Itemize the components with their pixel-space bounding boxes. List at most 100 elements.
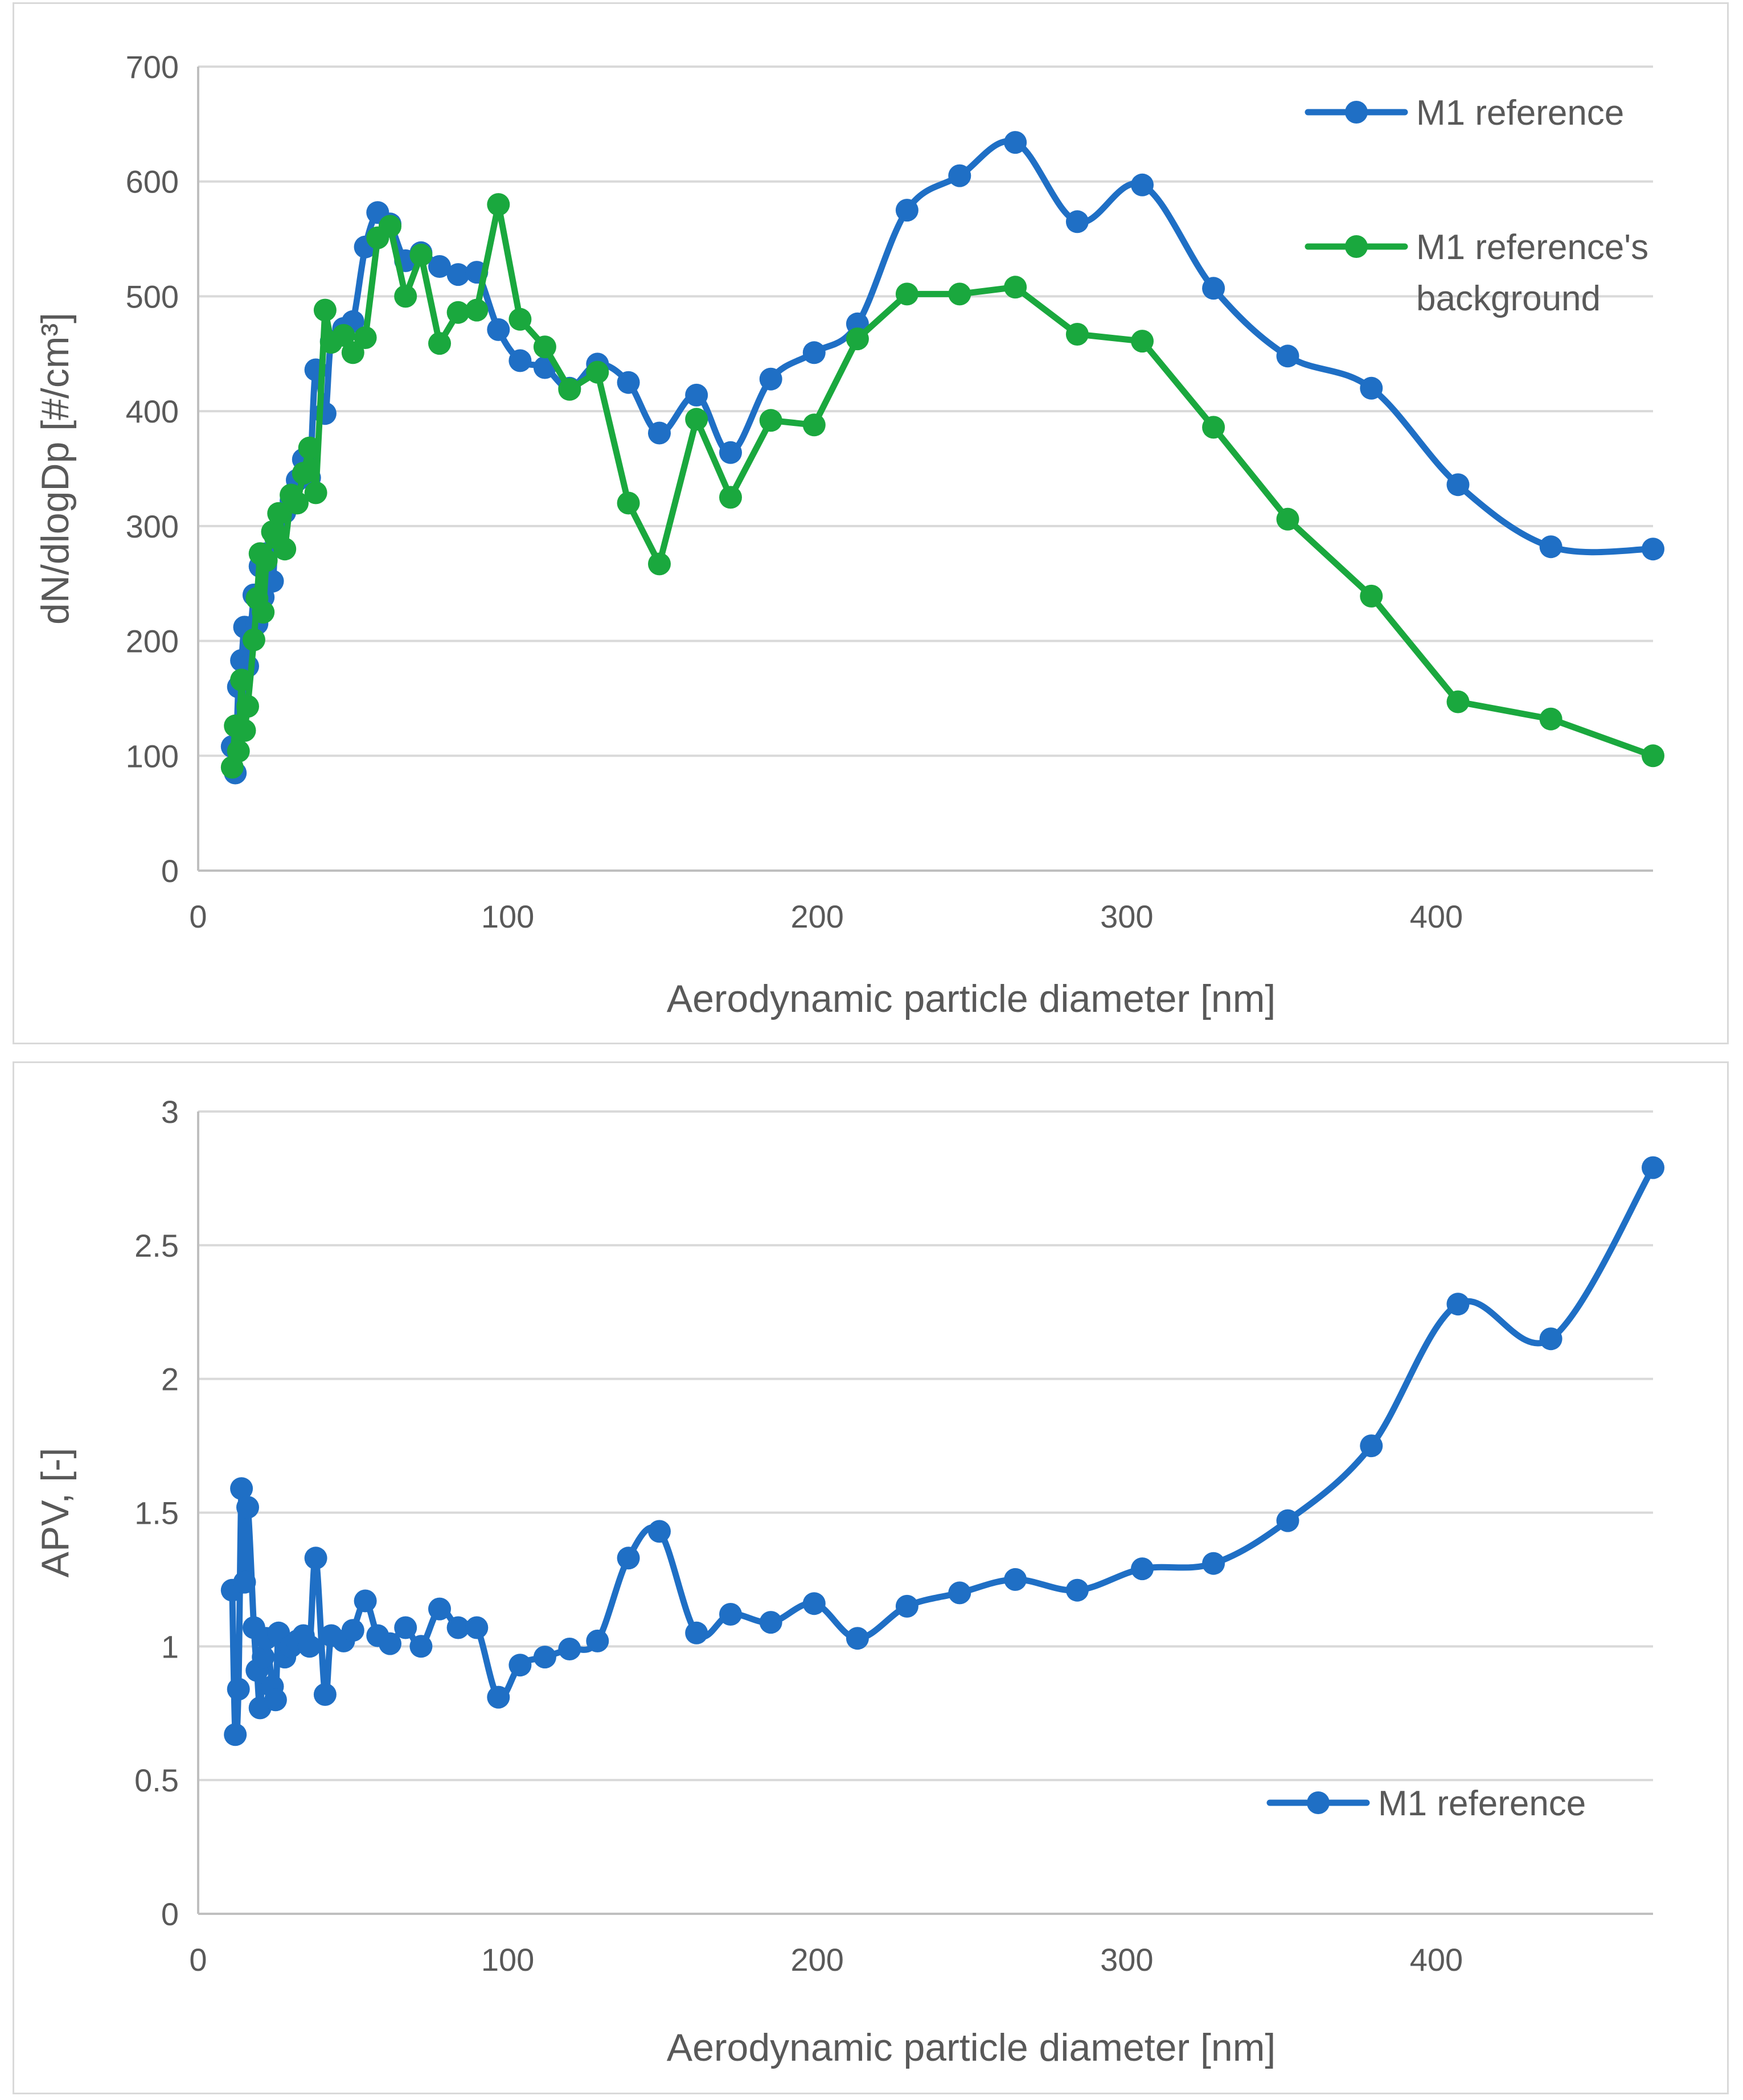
- data-point: [648, 552, 671, 576]
- data-point: [558, 1638, 581, 1660]
- x-tick-label: 400: [1410, 1942, 1463, 1978]
- data-point: [948, 1581, 971, 1605]
- data-point: [648, 421, 671, 445]
- data-point: [298, 1635, 321, 1658]
- data-point: [379, 215, 401, 238]
- y-tick-label: 700: [126, 49, 179, 85]
- data-point: [533, 1646, 556, 1669]
- data-point: [394, 285, 417, 308]
- legend-marker: [1345, 235, 1368, 258]
- data-point: [846, 1627, 869, 1650]
- data-point: [230, 668, 253, 692]
- chart-panel-size-distribution: 0 100 200 300 400 500 600 700 0 100 200 300 400 Aerod…: [13, 2, 1729, 1044]
- data-point: [409, 243, 433, 266]
- y-tick-label: 0: [161, 853, 179, 889]
- legend-entry: M1 reference: [1266, 1784, 1586, 1823]
- data-point: [236, 1496, 259, 1519]
- size-distribution-chart: 0 100 200 300 400 500 600 700 0 100 200 300 400 Aerod…: [34, 49, 1664, 1020]
- data-point: [802, 1592, 826, 1615]
- data-point: [341, 1619, 364, 1642]
- data-point: [1642, 538, 1664, 561]
- data-point: [354, 1589, 377, 1613]
- data-point: [252, 1646, 275, 1669]
- data-point: [487, 193, 510, 216]
- x-tick-label: 0: [189, 899, 207, 934]
- data-point: [1539, 1327, 1562, 1351]
- series-1: [220, 1156, 1664, 1746]
- y-tick-label: 300: [126, 508, 179, 544]
- data-point: [264, 1688, 287, 1712]
- x-tick-label: 0: [189, 1942, 207, 1978]
- data-point: [446, 1616, 470, 1639]
- data-point: [759, 367, 782, 391]
- y-tick-label: 100: [126, 738, 179, 774]
- y-tick-label: 2: [161, 1361, 179, 1397]
- data-point: [1004, 1568, 1027, 1591]
- data-point: [354, 326, 377, 349]
- data-point: [846, 327, 869, 351]
- data-point: [719, 1603, 742, 1626]
- data-point: [533, 335, 556, 359]
- legend-marker: [1307, 1791, 1330, 1814]
- data-point: [719, 486, 742, 509]
- data-point: [508, 1654, 532, 1677]
- data-point: [465, 1616, 489, 1639]
- data-point: [1131, 330, 1154, 353]
- data-point: [1539, 707, 1562, 731]
- data-point: [255, 549, 278, 572]
- data-point: [508, 349, 532, 372]
- data-point: [428, 332, 451, 355]
- y-tick-label: 500: [126, 278, 179, 314]
- data-point: [313, 298, 337, 322]
- data-point: [487, 318, 510, 341]
- x-tick-label: 300: [1100, 899, 1153, 934]
- x-tick-label: 200: [791, 1942, 844, 1978]
- data-point: [802, 341, 826, 364]
- data-point: [586, 1629, 609, 1652]
- y-tick-label: 0.5: [134, 1762, 179, 1798]
- data-point: [379, 1632, 401, 1655]
- x-tick-label: 300: [1100, 1942, 1153, 1978]
- data-point: [1202, 1552, 1225, 1575]
- data-point: [227, 740, 250, 763]
- x-axis-title: Aerodynamic particle diameter [nm]: [667, 977, 1276, 1020]
- data-point: [1131, 173, 1154, 196]
- data-point: [1202, 416, 1225, 439]
- data-point: [224, 1723, 247, 1746]
- data-point: [1642, 744, 1664, 768]
- data-point: [802, 413, 826, 437]
- chart-panel-apv: 0 0.5 1 1.5 2 2.5 3 0 100 200 300 400 Aerodynamic pa…: [13, 1061, 1729, 2094]
- data-point: [1276, 344, 1299, 368]
- data-point: [230, 1477, 253, 1500]
- data-point: [273, 538, 297, 561]
- data-point: [446, 263, 470, 286]
- data-point: [394, 1616, 417, 1639]
- data-point: [267, 502, 290, 525]
- data-point: [617, 371, 640, 394]
- y-tick-label: 1.5: [134, 1495, 179, 1531]
- data-point: [685, 408, 708, 431]
- data-point: [895, 199, 918, 222]
- x-axis-title: Aerodynamic particle diameter [nm]: [667, 2026, 1276, 2069]
- data-point: [465, 298, 489, 322]
- data-point: [1004, 131, 1027, 154]
- data-point: [508, 307, 532, 331]
- data-point: [428, 255, 451, 278]
- data-point: [409, 1635, 433, 1658]
- data-point: [227, 1677, 250, 1701]
- data-point: [1360, 376, 1383, 400]
- data-point: [1276, 507, 1299, 531]
- data-point: [685, 383, 708, 407]
- data-point: [1004, 276, 1027, 299]
- data-point: [236, 695, 259, 718]
- data-point: [446, 301, 470, 324]
- data-point: [233, 1570, 256, 1594]
- legend-entry: M1 reference's background: [1305, 228, 1648, 318]
- data-point: [233, 719, 256, 742]
- data-point: [242, 628, 265, 651]
- y-tick-label: 0: [161, 1896, 179, 1932]
- data-point: [1446, 473, 1470, 497]
- legend-label-line2: background: [1416, 279, 1601, 318]
- data-point: [1446, 690, 1470, 713]
- y-tick-label: 600: [126, 164, 179, 200]
